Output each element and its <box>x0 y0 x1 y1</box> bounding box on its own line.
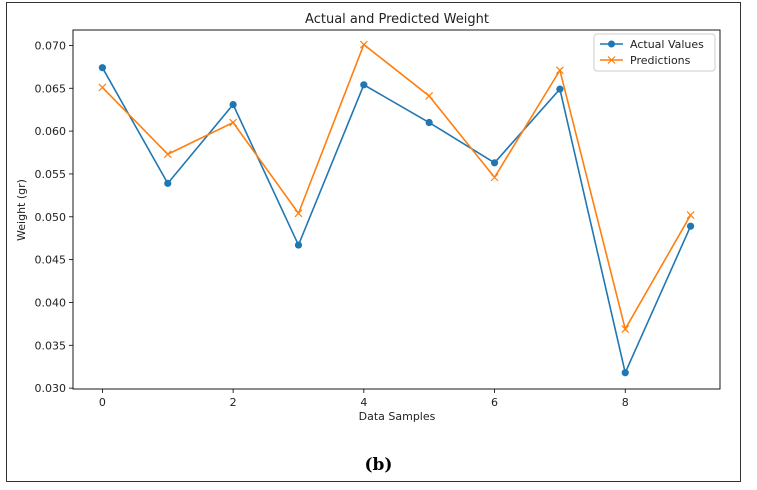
y-tick-label: 0.065 <box>35 82 67 95</box>
data-point <box>556 85 564 93</box>
y-tick-label: 0.070 <box>35 39 67 52</box>
series-actual <box>98 64 695 377</box>
x-axis-label: Data Samples <box>359 410 436 423</box>
y-tick-label: 0.035 <box>35 339 67 352</box>
data-point <box>98 64 107 72</box>
y-tick-label: 0.060 <box>35 125 67 138</box>
data-point <box>294 241 303 249</box>
data-point <box>229 118 238 127</box>
data-point <box>621 325 630 333</box>
x-axis: 0 2 4 6 8 <box>99 389 629 409</box>
series-predictions <box>98 40 695 333</box>
y-tick-label: 0.055 <box>35 168 67 181</box>
figure-frame <box>6 2 741 482</box>
legend-marker-actual <box>608 40 615 48</box>
data-point <box>164 179 172 187</box>
data-point <box>490 159 499 167</box>
legend: Actual Values Predictions <box>593 33 716 72</box>
y-axis-label: Weight (gr) <box>15 179 28 241</box>
chart-title: Actual and Predicted Weight <box>305 12 489 27</box>
y-tick-label: 0.040 <box>35 296 67 309</box>
data-point <box>686 222 695 230</box>
x-tick-label: 4 <box>360 396 367 409</box>
y-tick-label: 0.030 <box>35 382 67 395</box>
data-point <box>98 83 107 92</box>
series-layer <box>98 40 695 377</box>
data-point <box>229 100 237 109</box>
plot-area <box>72 29 721 390</box>
x-tick-label: 6 <box>491 396 498 409</box>
legend-box <box>593 33 716 72</box>
data-point <box>425 92 434 100</box>
data-point <box>425 118 433 127</box>
data-point <box>490 173 499 182</box>
data-point <box>294 209 303 218</box>
x-tick-label: 0 <box>99 396 106 409</box>
y-tick-label: 0.050 <box>35 211 67 224</box>
figure-caption: (b) <box>364 455 393 475</box>
line-chart: Actual and Predicted Weight 0.0300.0350.… <box>15 12 721 423</box>
data-point <box>555 66 564 75</box>
data-point <box>360 81 368 89</box>
data-point <box>359 40 368 49</box>
legend-label-predictions: Predictions <box>630 54 691 67</box>
series-line <box>101 67 692 376</box>
legend-label-actual: Actual Values <box>630 38 704 51</box>
x-tick-label: 2 <box>230 396 237 409</box>
data-point <box>686 211 695 219</box>
series-line <box>101 43 692 332</box>
data-point <box>621 369 629 377</box>
y-axis: 0.030 0.035 0.040 0.045 0.050 0.055 0.060 0.065… <box>35 39 73 395</box>
x-tick-label: 8 <box>622 396 629 409</box>
legend-marker-predictions <box>607 56 616 64</box>
y-tick-label: 0.045 <box>35 254 67 267</box>
data-point <box>163 150 172 159</box>
